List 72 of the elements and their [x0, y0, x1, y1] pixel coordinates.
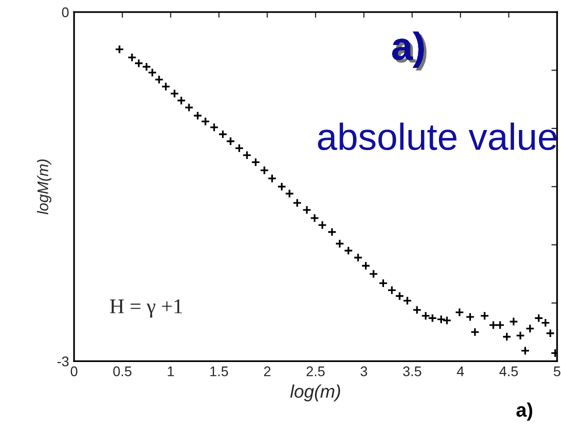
point — [421, 311, 430, 320]
point — [242, 150, 252, 160]
point — [251, 158, 260, 167]
x-tick-label: 5 — [554, 366, 560, 376]
point — [142, 62, 152, 72]
point — [353, 252, 363, 262]
point — [114, 44, 124, 54]
point — [402, 296, 412, 306]
point — [154, 74, 164, 84]
point — [470, 327, 480, 337]
x-tick-label: 3 — [360, 366, 368, 376]
point — [361, 261, 370, 270]
point — [534, 313, 544, 323]
point — [284, 188, 294, 198]
point — [318, 220, 327, 230]
point — [495, 320, 505, 330]
x-tick-label: 3.5 — [403, 366, 422, 376]
point — [540, 318, 550, 328]
point — [310, 213, 320, 223]
point — [508, 316, 518, 326]
point — [148, 68, 157, 78]
x-axis-title: log(m) — [290, 384, 340, 402]
point — [520, 346, 530, 356]
x-tick-label: 4.5 — [499, 366, 518, 376]
point — [344, 246, 354, 256]
point — [387, 286, 397, 295]
point — [516, 330, 525, 340]
point — [277, 182, 286, 192]
point — [302, 205, 312, 215]
point — [412, 305, 422, 315]
point — [502, 332, 512, 342]
point — [218, 130, 228, 139]
point — [134, 58, 144, 68]
x-tick-label: 2 — [264, 366, 270, 376]
x-tick-label: 2.5 — [306, 366, 325, 376]
point — [327, 227, 337, 237]
point — [465, 312, 475, 322]
point — [488, 320, 498, 330]
point — [335, 239, 344, 248]
point — [161, 82, 170, 92]
point — [184, 102, 194, 112]
point — [394, 291, 404, 301]
point — [428, 313, 438, 323]
x-tick-label: 0 — [70, 366, 78, 376]
y-tick-label: -3 — [57, 356, 69, 366]
x-tick-label: 4 — [456, 366, 464, 376]
annotation: H = γ +1 — [110, 299, 182, 318]
annotation: a) — [392, 31, 427, 70]
point — [546, 328, 555, 338]
point — [209, 122, 219, 132]
point — [170, 88, 180, 98]
point — [442, 316, 452, 326]
point — [368, 269, 378, 279]
point — [267, 174, 277, 184]
point — [200, 116, 210, 126]
point — [525, 324, 535, 334]
point — [176, 96, 186, 106]
point — [436, 314, 446, 324]
x-tick-label: 1 — [168, 366, 174, 376]
x-tick-label: 1.5 — [210, 366, 228, 376]
point — [480, 311, 490, 320]
point — [260, 166, 269, 175]
point — [378, 278, 388, 288]
y-axis-title: logM(m) — [37, 160, 52, 214]
text: a) — [516, 402, 532, 421]
point — [454, 308, 464, 317]
point — [127, 52, 137, 62]
point — [292, 198, 302, 208]
point — [193, 111, 202, 120]
point — [234, 144, 244, 153]
point — [226, 136, 236, 146]
x-tick-label: 0.5 — [113, 366, 132, 376]
